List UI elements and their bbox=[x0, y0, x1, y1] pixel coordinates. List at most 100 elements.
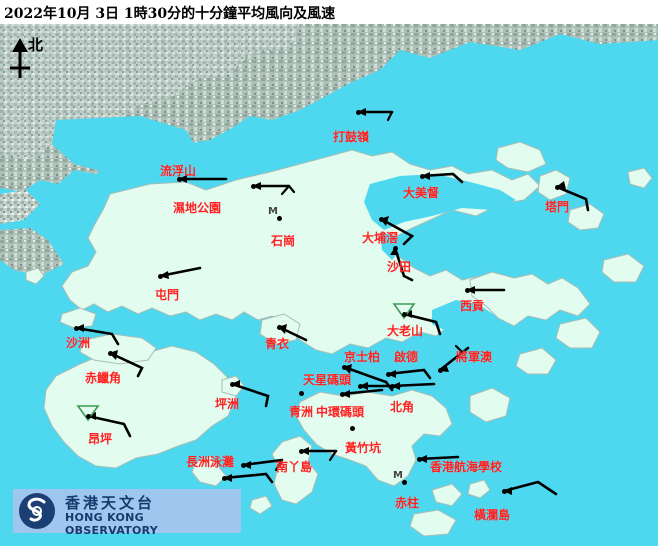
wind-barb-kai-tak bbox=[386, 368, 432, 380]
north-arrow: 北 bbox=[6, 34, 62, 82]
tap-mun-island bbox=[537, 169, 571, 201]
station-label-12[interactable]: 青衣 bbox=[265, 337, 290, 351]
station-dot-15[interactable] bbox=[437, 367, 443, 373]
map-canvas[interactable]: 北 打鼓嶺流浮山濕地公園 M 石崗 大美督塔門大埔滘沙田屯門沙洲赤鱲角昂坪 青衣 大老山 西… bbox=[0, 24, 658, 546]
station-dot-23[interactable] bbox=[240, 462, 246, 468]
station-label-5[interactable]: 塔門 bbox=[545, 200, 570, 214]
station-dot-2[interactable] bbox=[250, 183, 256, 189]
station-dot-16[interactable] bbox=[341, 364, 347, 370]
hko-logo-en: HONG KONG OBSERVATORY bbox=[65, 511, 159, 537]
station-label-1[interactable]: 流浮山 bbox=[160, 164, 197, 178]
station-label-11[interactable]: 昂坪 bbox=[88, 432, 113, 446]
station-dot-8[interactable] bbox=[157, 273, 163, 279]
station-label-14[interactable]: 西貢 bbox=[460, 299, 485, 313]
islet-ne-small bbox=[627, 167, 653, 189]
station-label-26[interactable]: 南丫島 bbox=[276, 460, 313, 474]
wind-barb-chek-lap-kok bbox=[108, 351, 144, 378]
wind-arrow-cheung-chau bbox=[223, 474, 232, 482]
islet-far-east bbox=[601, 253, 645, 283]
tolo-harbour bbox=[364, 174, 516, 230]
wind-barb-waglan bbox=[502, 480, 558, 496]
station-label-18[interactable]: 北角 bbox=[390, 400, 415, 414]
islet-tko-east bbox=[469, 387, 511, 423]
station-dot-26[interactable] bbox=[298, 448, 304, 454]
station-dot-1[interactable] bbox=[176, 176, 182, 182]
wind-arrow-lamma bbox=[300, 447, 309, 455]
mainland-ne-patch bbox=[592, 24, 658, 42]
station-dot-9[interactable] bbox=[73, 325, 79, 331]
wind-barb-ngong-ping bbox=[86, 414, 132, 438]
station-label-9[interactable]: 沙洲 bbox=[66, 336, 91, 350]
wind-barb-flag-tko bbox=[454, 344, 464, 354]
station-dot-22[interactable] bbox=[229, 381, 235, 387]
station-label-22[interactable]: 坪洲 bbox=[215, 397, 240, 411]
wind-barb-cheung-chau bbox=[222, 472, 274, 484]
station-dot-27[interactable] bbox=[416, 456, 422, 462]
station-label-6[interactable]: 大埔滘 bbox=[362, 231, 399, 245]
station-label-16[interactable]: 京士柏 bbox=[344, 350, 381, 364]
station-label-20[interactable]: 中環碼頭 bbox=[316, 405, 365, 419]
station-label-15[interactable]: 將軍澳 bbox=[456, 350, 493, 364]
hko-swirl-logo bbox=[19, 493, 55, 529]
station-dot-19[interactable] bbox=[357, 383, 363, 389]
sha-chau-island bbox=[59, 307, 97, 329]
station-dot-14[interactable] bbox=[464, 287, 470, 293]
station-dot-4[interactable] bbox=[419, 173, 425, 179]
wind-arrow-sea-school bbox=[418, 455, 427, 463]
station-label-27[interactable]: 香港航海學校 bbox=[430, 460, 503, 474]
mountain-peak-triangle-icon bbox=[392, 303, 416, 320]
station-dot-25[interactable] bbox=[349, 425, 355, 431]
station-dot-13[interactable] bbox=[401, 311, 407, 317]
station-dot-7[interactable] bbox=[392, 245, 398, 251]
station-label-2[interactable]: 濕地公園 bbox=[173, 201, 222, 215]
station-marker-m-3: M bbox=[268, 206, 278, 217]
station-label-29[interactable]: 橫瀾島 bbox=[474, 508, 511, 522]
station-label-28[interactable]: 赤柱 bbox=[395, 496, 420, 510]
wind-arrow-sha-chau bbox=[75, 324, 84, 332]
hko-swirl-icon bbox=[27, 497, 46, 522]
station-dot-5[interactable] bbox=[554, 184, 560, 190]
wind-barb-layer bbox=[74, 108, 590, 496]
station-label-21[interactable]: 青洲 bbox=[289, 405, 314, 419]
victoria-harbour bbox=[286, 372, 444, 392]
southern-islet-2 bbox=[409, 509, 457, 537]
mainland-west-patch bbox=[0, 190, 40, 224]
station-label-25[interactable]: 黃竹坑 bbox=[345, 441, 382, 455]
station-label-10[interactable]: 赤鱲角 bbox=[85, 371, 122, 385]
station-label-17[interactable]: 啟德 bbox=[394, 350, 419, 364]
wind-arrow-peng-chau bbox=[231, 380, 240, 388]
station-dot-28[interactable] bbox=[401, 479, 407, 485]
wind-barb-flag-ccb bbox=[274, 458, 284, 472]
station-dot-17[interactable] bbox=[385, 371, 391, 377]
station-dot-3[interactable] bbox=[276, 215, 282, 221]
station-dot-20[interactable] bbox=[339, 391, 345, 397]
station-dot-21[interactable] bbox=[298, 390, 304, 396]
wind-barb-tai-po-kau bbox=[379, 217, 415, 246]
station-label-3[interactable]: 石崗 bbox=[271, 234, 296, 248]
waglan-islet bbox=[467, 479, 491, 499]
station-label-8[interactable]: 屯門 bbox=[155, 288, 180, 302]
hko-logo-zh: 香港天文台 bbox=[65, 494, 156, 512]
title-bar: 2022年10月 3日 1時30分的十分鐘平均風向及風速 bbox=[0, 0, 658, 24]
station-label-4[interactable]: 大美督 bbox=[403, 186, 440, 200]
station-label-23[interactable]: 長洲泳灘 bbox=[186, 455, 235, 469]
station-dot-6[interactable] bbox=[378, 216, 384, 222]
ne-islets bbox=[567, 203, 605, 231]
station-dot-11[interactable] bbox=[85, 413, 91, 419]
islet-east-1 bbox=[515, 347, 557, 375]
station-dot-12[interactable] bbox=[276, 324, 282, 330]
wind-arrow-star-ferry bbox=[359, 382, 368, 390]
wind-arrow-central-pier bbox=[341, 390, 350, 398]
station-label-13[interactable]: 大老山 bbox=[387, 324, 424, 338]
station-label-7[interactable]: 沙田 bbox=[387, 260, 412, 274]
plover-cove-island bbox=[495, 141, 547, 173]
station-dot-0[interactable] bbox=[355, 109, 361, 115]
station-dot-18[interactable] bbox=[389, 383, 395, 389]
station-label-19[interactable]: 天星碼頭 bbox=[303, 373, 352, 387]
station-dot-29[interactable] bbox=[501, 488, 507, 494]
wind-barb-sha-tin bbox=[393, 246, 414, 282]
station-dot-10[interactable] bbox=[107, 350, 113, 356]
station-label-0[interactable]: 打鼓嶺 bbox=[333, 130, 370, 144]
wind-arrow-tuen-mun bbox=[159, 271, 169, 279]
station-dot-24[interactable] bbox=[221, 475, 227, 481]
